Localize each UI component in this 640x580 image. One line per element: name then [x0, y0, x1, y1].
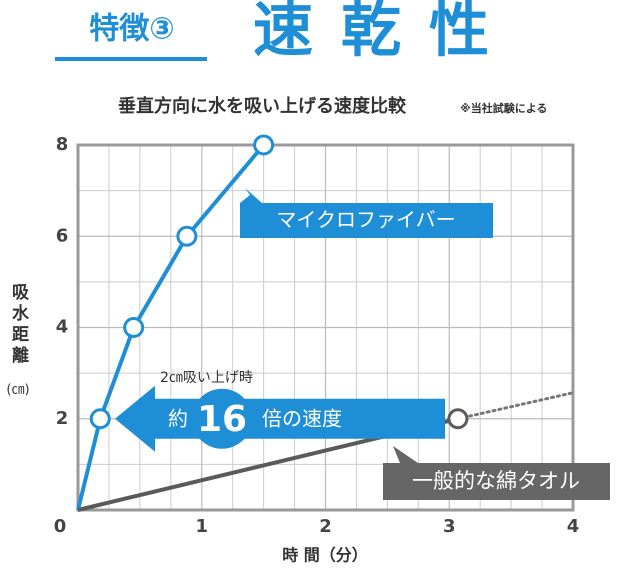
series-label: マイクロファイバー [276, 208, 455, 232]
x-tick-label: 2 [319, 516, 332, 537]
series-marker [89, 408, 111, 430]
y-tick-label: 2 [56, 408, 69, 429]
header-label: 特徴③ [89, 12, 174, 47]
series-label-box [383, 446, 610, 500]
x-tick-label: 0 [54, 516, 67, 537]
plot-border [76, 143, 575, 512]
annotation-ratio: 16 [197, 399, 247, 440]
annotation-prefix: 約 [168, 406, 188, 430]
series-marker [253, 134, 275, 156]
trend-extension [456, 391, 575, 421]
annotation-caption: 2㎝吸い上げ時 [160, 370, 253, 386]
y-axis-unit: (㎝) [6, 383, 29, 398]
y-axis-label: 吸水距離 [8, 283, 29, 367]
series-marker [176, 225, 198, 247]
chart-note: ※当社試験による [460, 101, 547, 115]
series-marker [123, 317, 145, 338]
x-tick-label: 3 [443, 516, 456, 537]
series-label-box [240, 188, 493, 238]
y-tick-label: 8 [56, 134, 69, 155]
annotation-suffix: 倍の速度 [262, 406, 342, 430]
y-tick-label: 4 [56, 317, 69, 338]
series-label: 一般的な綿タオル [412, 469, 580, 493]
header-title: 速乾性 [253, 0, 517, 66]
series-marker [447, 408, 469, 430]
header-underline [55, 57, 207, 61]
y-tick-label: 6 [56, 225, 69, 246]
chart-title: 垂直方向に水を吸い上げる速度比較 [118, 95, 407, 117]
x-tick-label: 4 [567, 516, 580, 537]
annotation-badge [192, 388, 252, 449]
x-axis-label: 時 間（分） [282, 546, 368, 565]
x-tick-label: 1 [195, 516, 208, 537]
